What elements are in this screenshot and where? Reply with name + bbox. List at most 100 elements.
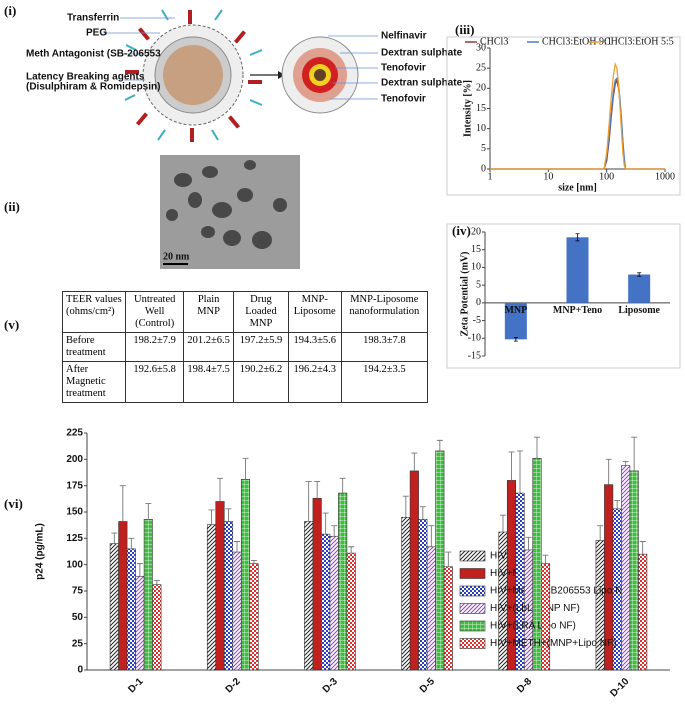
series-line xyxy=(490,61,665,170)
diagram-label: (Disulphiram & Romidepsin) xyxy=(26,82,160,93)
bar xyxy=(126,548,136,671)
error-bar xyxy=(445,551,452,567)
bar xyxy=(346,552,356,671)
y-axis-label: Zeta Potential (mV) xyxy=(459,252,470,337)
error-bar xyxy=(639,541,646,555)
error-bar xyxy=(500,514,506,533)
error-bar xyxy=(411,452,418,471)
x-tick-label: D-5 xyxy=(418,676,437,695)
y-tick-label: 5 xyxy=(476,279,481,290)
legend-swatch xyxy=(459,585,486,597)
x-axis-label: size [nm] xyxy=(558,182,597,193)
bar xyxy=(152,584,162,671)
x-tick-label: D-3 xyxy=(321,676,340,695)
table-cell: 194.3±5.6 xyxy=(287,332,342,362)
y-tick-label: 0 xyxy=(476,297,481,308)
bar xyxy=(206,524,217,671)
error-bar xyxy=(314,481,321,499)
x-tick-label: MNP+Teno xyxy=(553,305,602,316)
legend-swatch xyxy=(459,638,486,649)
error-bar xyxy=(575,233,580,242)
bar xyxy=(109,543,119,671)
core-label: Nelfinavir xyxy=(381,31,427,42)
panel-label: (i) xyxy=(4,3,16,18)
panel-label: (v) xyxy=(4,317,19,332)
x-tick-label: D-10 xyxy=(608,676,631,699)
bar xyxy=(338,492,348,671)
y-tick-label: -15 xyxy=(468,350,481,361)
bar xyxy=(215,501,225,671)
y-tick-label: 10 xyxy=(476,123,486,134)
teer-table: TEER values (ohms/cm²) Untreated Well (Co… xyxy=(61,291,429,403)
error-bar xyxy=(208,509,215,525)
y-tick-label: 0 xyxy=(77,665,83,676)
core-label: Dextran sulphate xyxy=(381,48,463,59)
error-bar xyxy=(145,503,152,520)
y-tick-label: 225 xyxy=(66,428,83,439)
series-line xyxy=(490,76,665,170)
error-bar xyxy=(119,485,126,522)
error-bar xyxy=(631,436,638,471)
error-bar xyxy=(525,536,532,550)
error-bar xyxy=(339,477,346,494)
table-cell: TEER values (ohms/cm²) xyxy=(61,291,127,333)
error-bar xyxy=(402,495,409,518)
y-tick-label: 25 xyxy=(476,62,486,73)
table-cell: 198.2±7.9 xyxy=(125,332,185,362)
x-tick-label: MNP xyxy=(504,305,527,316)
bar xyxy=(312,498,322,671)
y-tick-label: 50 xyxy=(72,612,84,623)
bar xyxy=(595,540,605,671)
legend-label: HIV+Meth xyxy=(490,568,535,579)
error-bar xyxy=(542,554,549,564)
error-bar xyxy=(605,458,612,485)
bar xyxy=(628,274,651,303)
bar xyxy=(638,553,648,671)
bar xyxy=(435,450,445,671)
error-bar xyxy=(242,457,249,480)
bar xyxy=(304,521,314,671)
table-cell: Drug Loaded MNP xyxy=(233,291,289,333)
bar xyxy=(443,566,453,671)
peg-chains xyxy=(124,9,263,141)
bar xyxy=(135,575,145,671)
diagram-label: Latency Breaking agents xyxy=(26,72,145,83)
diagram-label: PEG xyxy=(86,28,107,39)
core-label: Tenofovir xyxy=(381,63,426,74)
diagram-label: Transferrin xyxy=(67,13,119,24)
y-axis-label: p24 (pg/mL) xyxy=(35,523,46,580)
legend-swatch xyxy=(459,603,486,614)
y-tick-label: 0 xyxy=(481,163,486,174)
error-bar xyxy=(234,541,240,553)
legend-label: HIV+METH+(MNP+Lipo NF) xyxy=(490,638,616,649)
bar xyxy=(418,519,428,671)
core xyxy=(163,45,223,105)
y-tick-label: 175 xyxy=(66,480,83,491)
error-bar xyxy=(622,460,629,466)
table-row: Before treatment 198.2±7.9 201.2±6.5 197.2±… xyxy=(61,332,429,362)
y-tick-label: 75 xyxy=(72,586,84,597)
table-row: After Magnetic treatment 192.6±5.8 198.4±7… xyxy=(61,361,429,403)
error-bar xyxy=(136,563,143,577)
legend-swatch xyxy=(459,620,486,632)
y-tick-label: -10 xyxy=(468,333,481,344)
nanoparticle-diagram: Transferrin PEG Meth Antagonist (SB-2065… xyxy=(26,9,463,142)
error-bar xyxy=(153,580,160,585)
bar xyxy=(409,470,419,671)
error-bar xyxy=(217,477,223,502)
layer xyxy=(314,69,326,81)
bar xyxy=(426,546,436,671)
bar xyxy=(249,563,259,671)
bar xyxy=(629,470,639,671)
error-bar xyxy=(128,537,135,549)
table-row: TEER values (ohms/cm²) Untreated Well (Co… xyxy=(61,291,429,333)
legend-label: CHCl3:EtOH 9:1 xyxy=(542,36,612,47)
table-cell: 192.6±5.8 xyxy=(125,361,185,403)
y-tick-label: 20 xyxy=(476,83,486,94)
bar xyxy=(621,465,631,671)
x-tick-label: 10 xyxy=(543,171,553,182)
bar xyxy=(240,479,251,671)
y-tick-label: 25 xyxy=(72,638,84,649)
